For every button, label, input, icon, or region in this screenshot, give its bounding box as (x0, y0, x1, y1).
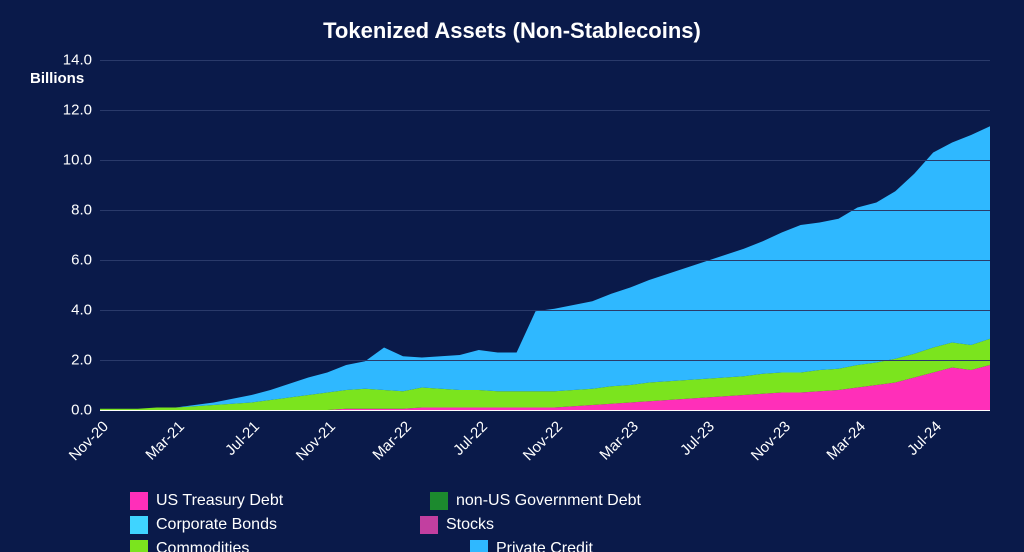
legend-item: Private Credit (470, 540, 730, 552)
y-tick-label: 10.0 (63, 152, 92, 169)
x-tick-label: Nov-20 (66, 418, 112, 464)
x-tick-label: Jul-22 (450, 418, 491, 459)
plot-area: 0.02.04.06.08.010.012.014.0Nov-20Mar-21J… (100, 60, 990, 410)
x-tick-label: Nov-23 (747, 418, 793, 464)
x-tick-label: Jul-21 (223, 418, 264, 459)
legend-item: Stocks (420, 516, 690, 534)
gridline (100, 210, 990, 211)
legend-item: Corporate Bonds (130, 516, 390, 534)
legend-label: Stocks (446, 516, 494, 534)
y-axis-label: Billions (30, 70, 84, 87)
tokenized-assets-chart: Tokenized Assets (Non-Stablecoins) Billi… (0, 0, 1024, 552)
legend-label: Commodities (156, 540, 249, 552)
legend-label: non-US Government Debt (456, 492, 641, 510)
gridline (100, 260, 990, 261)
legend-swatch (130, 516, 148, 534)
gridline (100, 160, 990, 161)
y-tick-label: 6.0 (71, 252, 92, 269)
x-tick-label: Mar-21 (142, 418, 188, 464)
legend: US Treasury Debt non-US Government Debt Co… (0, 492, 1024, 552)
legend-label: US Treasury Debt (156, 492, 283, 510)
x-tick-label: Nov-21 (293, 418, 339, 464)
legend-swatch (130, 540, 148, 552)
gridline (100, 60, 990, 61)
legend-swatch (420, 516, 438, 534)
y-tick-label: 12.0 (63, 102, 92, 119)
legend-label: Private Credit (496, 540, 593, 552)
x-tick-label: Mar-24 (824, 418, 870, 464)
x-tick-label: Jul-23 (677, 418, 718, 459)
x-tick-label: Jul-24 (904, 418, 945, 459)
gridline (100, 310, 990, 311)
y-tick-label: 4.0 (71, 302, 92, 319)
y-tick-label: 0.0 (71, 402, 92, 419)
legend-item: Commodities (130, 540, 440, 552)
legend-swatch (470, 540, 488, 552)
y-tick-label: 8.0 (71, 202, 92, 219)
legend-swatch (430, 492, 448, 510)
legend-item: US Treasury Debt (130, 492, 400, 510)
y-tick-label: 2.0 (71, 352, 92, 369)
gridline (100, 360, 990, 361)
legend-item: non-US Government Debt (430, 492, 740, 510)
x-tick-label: Nov-22 (520, 418, 566, 464)
x-tick-label: Mar-22 (369, 418, 415, 464)
gridline (100, 110, 990, 111)
legend-label: Corporate Bonds (156, 516, 277, 534)
x-tick-label: Mar-23 (597, 418, 643, 464)
x-axis-line (100, 410, 990, 411)
y-tick-label: 14.0 (63, 52, 92, 69)
chart-title: Tokenized Assets (Non-Stablecoins) (0, 18, 1024, 44)
area-svg (100, 60, 990, 410)
legend-swatch (130, 492, 148, 510)
